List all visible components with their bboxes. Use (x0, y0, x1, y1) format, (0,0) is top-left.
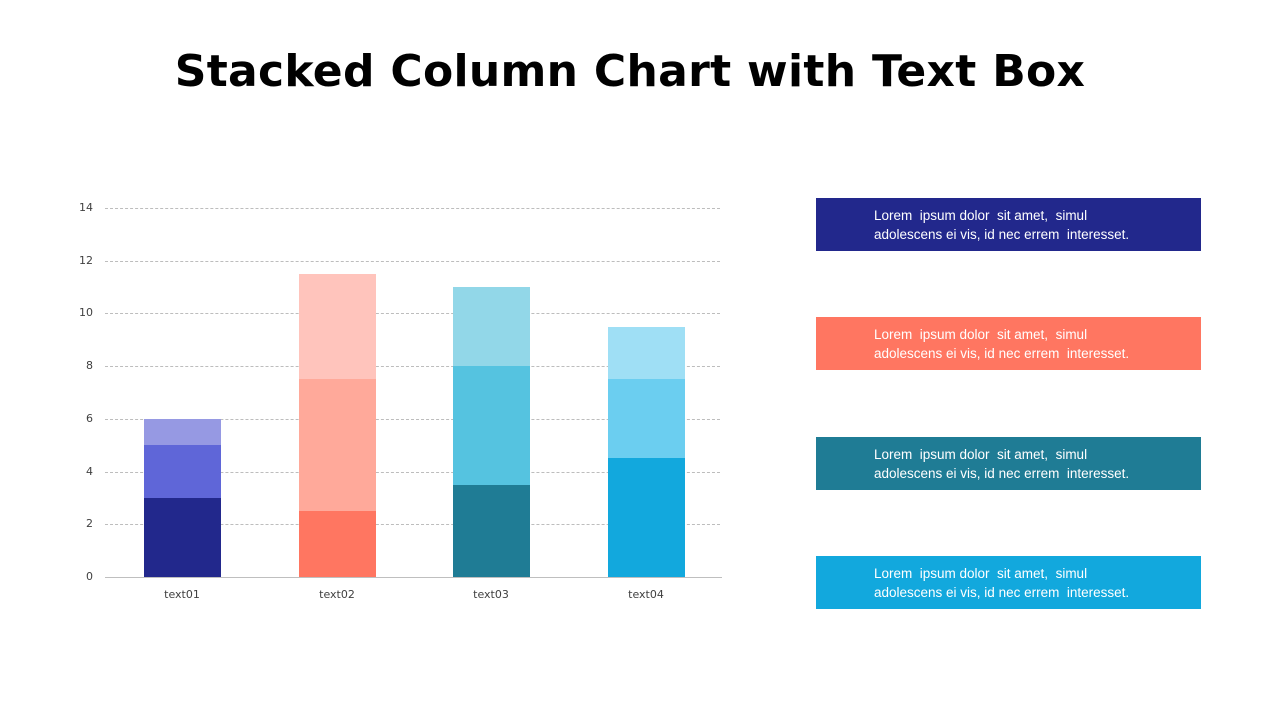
bar-segment (299, 379, 376, 512)
text-box-3: Lorem ipsum dolor sit amet, simul adolesc… (816, 437, 1201, 490)
text-box-line: adolescens ei vis, id nec errem interess… (874, 466, 1130, 481)
text-box-line: Lorem ipsum dolor sit amet, simul (874, 208, 1088, 223)
y-tick-label: 0 (86, 570, 93, 583)
bar-segment (453, 366, 530, 485)
y-tick-label: 14 (79, 201, 93, 214)
page-title: Stacked Column Chart with Text Box (174, 46, 1086, 97)
bar-segment (144, 418, 221, 446)
gridline (105, 313, 720, 315)
bar-segment (299, 511, 376, 577)
bar-text01 (144, 418, 221, 577)
text-box-line: Lorem ipsum dolor sit amet, simul (874, 566, 1088, 581)
text-box-line: adolescens ei vis, id nec errem interess… (874, 227, 1130, 242)
y-tick-label: 2 (86, 517, 93, 531)
y-tick-label: 4 (86, 464, 93, 478)
x-tick-label: text03 (473, 588, 509, 601)
text-box-1: Lorem ipsum dolor sit amet, simul adolesc… (816, 198, 1201, 251)
text-box-4: Lorem ipsum dolor sit amet, simul adolesc… (816, 556, 1201, 609)
bar-segment (608, 326, 685, 380)
y-tick-label: 10 (79, 306, 93, 320)
y-tick-label: 8 (86, 359, 93, 373)
text-box-line: Lorem ipsum dolor sit amet, simul (874, 447, 1088, 462)
bar-segment (144, 445, 221, 498)
stacked-column-chart: 0 2 4 6 8 10 12 14 text01 text02 text03 text04 (79, 201, 722, 601)
gridline (105, 260, 720, 262)
text-box-line: adolescens ei vis, id nec errem interess… (874, 346, 1130, 361)
text-box-line: Lorem ipsum dolor sit amet, simul (874, 327, 1088, 342)
x-tick-label: text01 (164, 588, 200, 601)
bar-segment (144, 497, 221, 577)
bar-text03 (453, 287, 530, 577)
x-tick-label: text02 (319, 588, 355, 601)
gridline (105, 418, 720, 420)
x-tick-label: text04 (628, 588, 664, 601)
gridline (105, 208, 720, 209)
gridline (105, 366, 720, 368)
gridline (105, 524, 720, 526)
bar-text02 (299, 273, 376, 577)
y-tick-label: 6 (86, 411, 93, 425)
bar-segment (453, 484, 530, 577)
text-box-line: adolescens ei vis, id nec errem interess… (874, 585, 1130, 600)
text-box-2: Lorem ipsum dolor sit amet, simul adolesc… (816, 317, 1201, 370)
y-tick-label: 12 (79, 253, 93, 267)
bar-segment (608, 458, 685, 577)
bar-segment (299, 273, 376, 380)
gridline (105, 471, 720, 473)
bar-segment (608, 379, 685, 459)
bar-text04 (608, 326, 685, 577)
bar-segment (453, 287, 530, 367)
x-axis-line (105, 577, 722, 578)
